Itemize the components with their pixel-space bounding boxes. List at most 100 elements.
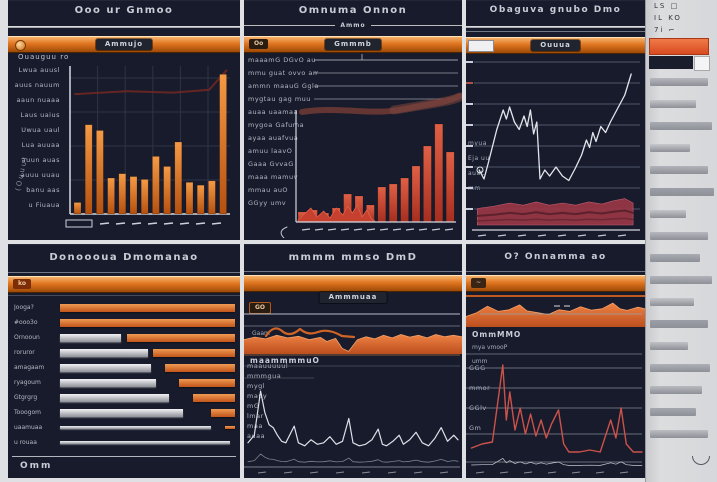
hbar-row[interactable]: Tooogom [10, 407, 238, 420]
hbar-row[interactable]: u rouaa [10, 437, 238, 450]
rail-orange-block[interactable] [649, 38, 709, 55]
hbar-row[interactable]: uaamuaa [10, 422, 238, 435]
small-label: umm [472, 358, 488, 365]
axis-label: Laus uaius [20, 111, 60, 119]
row-label: amagaam [14, 364, 45, 371]
bar-track [60, 437, 235, 450]
bar-track [60, 317, 235, 330]
small-label: Gaam [252, 330, 270, 337]
toolbar-stripe: Ammujo [8, 36, 240, 53]
band-label: maammmmuO [250, 356, 320, 365]
hbar-row[interactable]: ryagoum [10, 377, 238, 390]
stripe-badge[interactable]: Ammujo [95, 39, 153, 50]
rail-strip[interactable] [650, 122, 712, 130]
row-label: uaamuaa [14, 424, 43, 431]
rail-icon-3[interactable]: 7i ⌐ [654, 26, 677, 34]
axis-label: auus nauum [14, 81, 60, 89]
toolbar-stripe: Ouuua [466, 37, 645, 54]
separator [466, 26, 645, 28]
orange-bar [60, 319, 235, 327]
rail-strip[interactable] [650, 364, 710, 372]
orange-bar [193, 394, 235, 402]
axis-label: aaun nuaaa [16, 96, 60, 104]
axis-note: Ouauguu ro [18, 53, 70, 61]
panel-bar-chart: Ooo ur Gnmoo Ammujo Ouauguu ro (Ouuu) Lw… [8, 0, 240, 240]
hbar-row[interactable]: Jooga? [10, 302, 238, 315]
toolbar-stripe: ~ [466, 275, 645, 292]
rail-strip[interactable] [650, 342, 688, 350]
rail-strip[interactable] [650, 78, 708, 86]
side-rail[interactable]: LS □ IL KO 7i ⌐ [645, 0, 717, 482]
bar-chart [280, 54, 462, 238]
rail-notch [694, 56, 710, 71]
separator-thin [466, 31, 645, 32]
stripe-chip[interactable]: ~ [471, 278, 487, 288]
gray-bar [60, 379, 157, 387]
rail-strip[interactable] [650, 408, 696, 416]
orange-bar [60, 304, 235, 312]
row-label: Tooogom [14, 409, 41, 416]
divider [12, 456, 236, 457]
bar-track [60, 422, 235, 435]
hbar-row[interactable]: Ornooun [10, 332, 238, 345]
bar-track [60, 377, 235, 390]
rail-strip[interactable] [650, 100, 696, 108]
hbar-row[interactable]: #ooo3o [10, 317, 238, 330]
orange-bar [179, 379, 235, 387]
rail-strip[interactable] [650, 188, 714, 196]
rail-icon-1[interactable]: LS □ [654, 2, 680, 10]
panel-title: Omnuma Onnon [298, 5, 408, 16]
panel-red-spikes: O? Onnamma ao ~ OmmMMO mya vmooP umm GGG… [466, 244, 645, 478]
coin-icon[interactable] [15, 40, 26, 51]
axis-label: Lua auuaa [21, 141, 60, 149]
ticker-chip[interactable]: Oo [249, 39, 269, 49]
separator [8, 26, 240, 28]
hbar-row[interactable]: Gtgrgrg [10, 392, 238, 405]
input-chip[interactable] [468, 40, 494, 52]
stripe-chip[interactable]: ko [13, 279, 31, 289]
toolbar-stripe: ko [8, 276, 240, 293]
rail-dark-block[interactable] [649, 56, 693, 69]
rail-strip[interactable] [650, 254, 700, 262]
hbar-row[interactable]: roruror [10, 347, 238, 360]
panel-hbar-chart: Donoooua Dmomanao ko Jooga? #ooo3o Ornooun… [8, 244, 240, 478]
row-label: u rouaa [14, 439, 37, 446]
bar-track [60, 407, 235, 420]
stripe-badge[interactable]: Ammmuaa [319, 292, 387, 303]
gray-bar [60, 394, 169, 402]
axis-label: u Fiuaua [28, 201, 60, 209]
orange-bar [210, 409, 235, 417]
panel-growth-bars: Omnuma Onnon Ammo Oo Gmmmb maaamG DGvO a… [244, 0, 462, 240]
row-label: Ornooun [14, 334, 40, 341]
y-axis-title: (Ouuu) [14, 154, 30, 192]
bar-track [60, 347, 235, 360]
curve-glyph [692, 456, 710, 465]
band-spike-chart [466, 295, 645, 474]
orange-bar [152, 349, 235, 357]
rail-strip[interactable] [650, 166, 708, 174]
stripe-badge[interactable]: Ouuua [531, 40, 580, 51]
band-spike-chart [244, 313, 462, 474]
rail-strip[interactable] [650, 144, 690, 152]
separator-thin [8, 272, 240, 273]
gray-bar [60, 441, 230, 444]
rail-icon-2[interactable]: IL KO [654, 14, 682, 22]
rail-strip[interactable] [650, 320, 708, 328]
rail-strip[interactable] [650, 298, 694, 306]
gray-bar [60, 349, 148, 357]
hbar-row[interactable]: amagaam [10, 362, 238, 375]
axis-label: Uwua uaul [21, 126, 60, 134]
sub-label: mya vmooP [472, 344, 508, 351]
rail-strip[interactable] [650, 386, 702, 394]
ticker-chip[interactable]: GO [249, 302, 272, 314]
rail-strip[interactable] [650, 276, 712, 284]
bar-track [60, 302, 235, 315]
stripe-badge[interactable]: Gmmmb [325, 39, 381, 50]
panel-title: O? Onnamma ao [504, 252, 607, 262]
rail-strip[interactable] [650, 210, 686, 218]
rail-strip[interactable] [650, 430, 708, 438]
rail-strip[interactable] [650, 232, 708, 240]
footer-label: Omm [20, 461, 53, 471]
